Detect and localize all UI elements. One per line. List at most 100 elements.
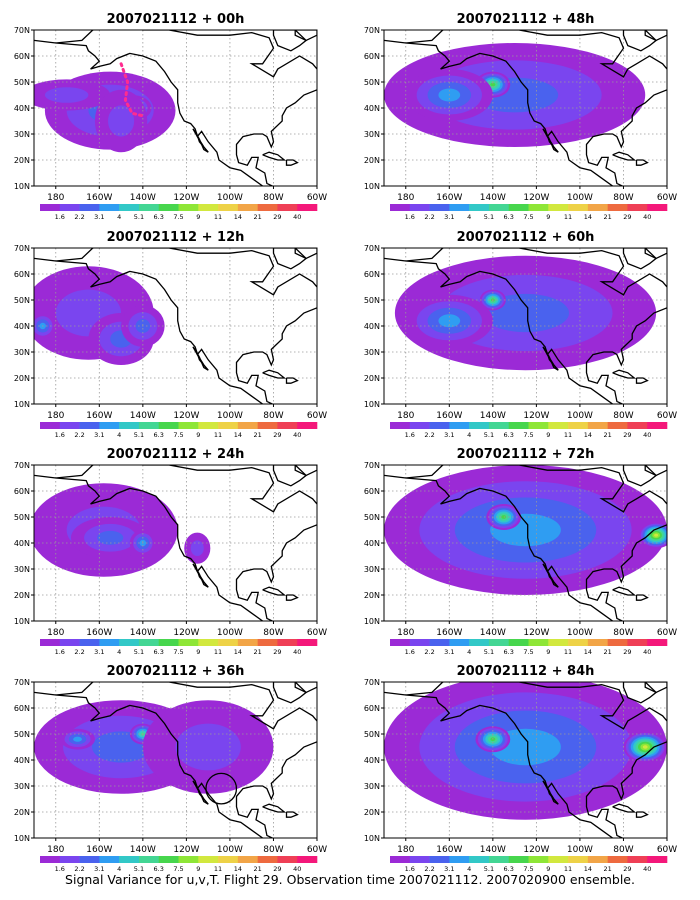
colorbar-swatch xyxy=(257,639,278,646)
colorbar-swatch xyxy=(158,422,179,429)
colorbar-label: 2.2 xyxy=(74,648,84,656)
colorbar-label: 11 xyxy=(564,431,572,439)
lon-tick-label: 120W xyxy=(173,193,199,203)
map-panel-7: 2007021112 + 72h 10N 20N 30N 40N 50N 60N 70N 180… xyxy=(364,447,677,656)
colorbar-label: 21 xyxy=(254,648,262,656)
colorbar-label: 11 xyxy=(564,865,572,873)
lat-tick-label: 40N xyxy=(364,322,380,331)
lat-tick-label: 50N xyxy=(14,78,30,87)
colorbar-swatch xyxy=(297,856,318,863)
colorbar-swatch xyxy=(218,422,239,429)
colorbar-swatch xyxy=(568,856,589,863)
colorbar-swatch xyxy=(587,204,608,211)
colorbar-swatch xyxy=(548,639,569,646)
lon-tick-label: 180 xyxy=(47,845,64,855)
lat-tick-label: 70N xyxy=(14,461,30,470)
colorbar-swatch xyxy=(99,639,120,646)
lat-tick-label: 40N xyxy=(14,322,30,331)
colorbar-swatch xyxy=(409,204,430,211)
map-panel-1: 2007021112 + 00h 10N 20N 30N 40N 50N 60N 70N 180… xyxy=(14,12,327,221)
panel-title: 2007021112 + 24h xyxy=(107,447,245,462)
colorbar-label: 14 xyxy=(234,213,242,221)
coastline xyxy=(34,30,317,186)
lat-tick-label: 30N xyxy=(14,565,30,574)
lon-tick-label: 80W xyxy=(263,193,283,203)
coastline-path xyxy=(644,248,667,260)
colorbar-label: 11 xyxy=(214,648,222,656)
colorbar-label: 1.6 xyxy=(405,648,415,656)
variance-field xyxy=(384,43,646,147)
lat-tick-label: 60N xyxy=(14,52,30,61)
coastline xyxy=(384,682,667,838)
coastline-path xyxy=(272,248,308,270)
lon-tick-label: 100W xyxy=(567,628,593,638)
colorbar-label: 21 xyxy=(254,865,262,873)
lon-tick-label: 160W xyxy=(86,411,112,421)
colorbar-swatch xyxy=(469,204,490,211)
grid-lines xyxy=(384,682,667,838)
lon-tick-label: 60W xyxy=(307,411,327,421)
colorbar-swatch xyxy=(429,204,450,211)
map-panel-4: 2007021112 + 36h 10N 20N 30N 40N 50N 60N 70N 180… xyxy=(14,664,327,873)
map-panel-2: 2007021112 + 12h 10N 20N 30N 40N 50N 60N 70N 180… xyxy=(14,230,327,439)
lat-tick-label: 70N xyxy=(364,26,380,35)
lat-tick-label: 30N xyxy=(364,782,380,791)
coastline-path xyxy=(542,563,559,588)
panel-title: 2007021112 + 72h xyxy=(457,447,595,462)
lon-tick-label: 120W xyxy=(523,845,549,855)
colorbar-label: 5.1 xyxy=(134,865,144,873)
colorbar-label: 21 xyxy=(254,431,262,439)
colorbar-label: 14 xyxy=(584,648,592,656)
colorbar-label: 7.5 xyxy=(173,431,183,439)
lat-tick-label: 30N xyxy=(364,565,380,574)
grid-lines xyxy=(34,30,317,186)
flight-track xyxy=(119,62,145,118)
colorbar-swatch xyxy=(277,856,298,863)
lon-tick-label: 120W xyxy=(523,411,549,421)
colorbar-swatch xyxy=(218,204,239,211)
lon-tick-label: 80W xyxy=(613,628,633,638)
colorbar-label: 9 xyxy=(546,213,550,221)
colorbar-label: 2.2 xyxy=(424,431,434,439)
colorbar-label: 11 xyxy=(564,213,572,221)
coastline-path xyxy=(635,811,649,818)
lon-tick-label: 160W xyxy=(436,845,462,855)
colorbar-swatch xyxy=(198,204,219,211)
coastline-path xyxy=(384,30,667,186)
lat-tick-label: 70N xyxy=(14,26,30,35)
colorbar-swatch xyxy=(138,856,160,863)
colorbar-label: 5.1 xyxy=(484,213,494,221)
grid-lines xyxy=(34,682,317,838)
coastline-path xyxy=(285,377,299,384)
colorbar-swatch xyxy=(528,639,549,646)
coastline-path xyxy=(635,159,649,166)
colorbar-swatch xyxy=(237,422,258,429)
coastline xyxy=(34,248,317,404)
colorbar-swatch xyxy=(409,856,430,863)
colorbar-label: 21 xyxy=(604,865,612,873)
colorbar-swatch xyxy=(257,856,278,863)
coastline xyxy=(34,682,317,838)
colorbar-label: 11 xyxy=(564,648,572,656)
colorbar-label: 6.3 xyxy=(154,648,164,656)
colorbar-swatch xyxy=(568,422,589,429)
colorbar-label: 29 xyxy=(273,865,281,873)
colorbar-label: 7.5 xyxy=(173,865,183,873)
coastline-path xyxy=(262,151,287,161)
colorbar-label: 6.3 xyxy=(504,865,514,873)
lon-tick-label: 80W xyxy=(263,411,283,421)
colorbar-label: 5.1 xyxy=(484,865,494,873)
lat-tick-label: 20N xyxy=(14,808,30,817)
colorbar-label: 2.2 xyxy=(74,865,84,873)
variance-contour xyxy=(501,515,507,519)
colorbar-swatch xyxy=(607,422,628,429)
grid-lines xyxy=(34,248,317,404)
colorbar-label: 3.1 xyxy=(444,213,454,221)
colorbar-label: 40 xyxy=(293,648,301,656)
coastline-path xyxy=(285,811,299,818)
colorbar-label: 4 xyxy=(467,865,471,873)
lon-tick-label: 140W xyxy=(480,628,506,638)
panel-title: 2007021112 + 84h xyxy=(457,664,595,679)
coastline-path xyxy=(612,586,637,596)
lon-tick-label: 160W xyxy=(86,845,112,855)
